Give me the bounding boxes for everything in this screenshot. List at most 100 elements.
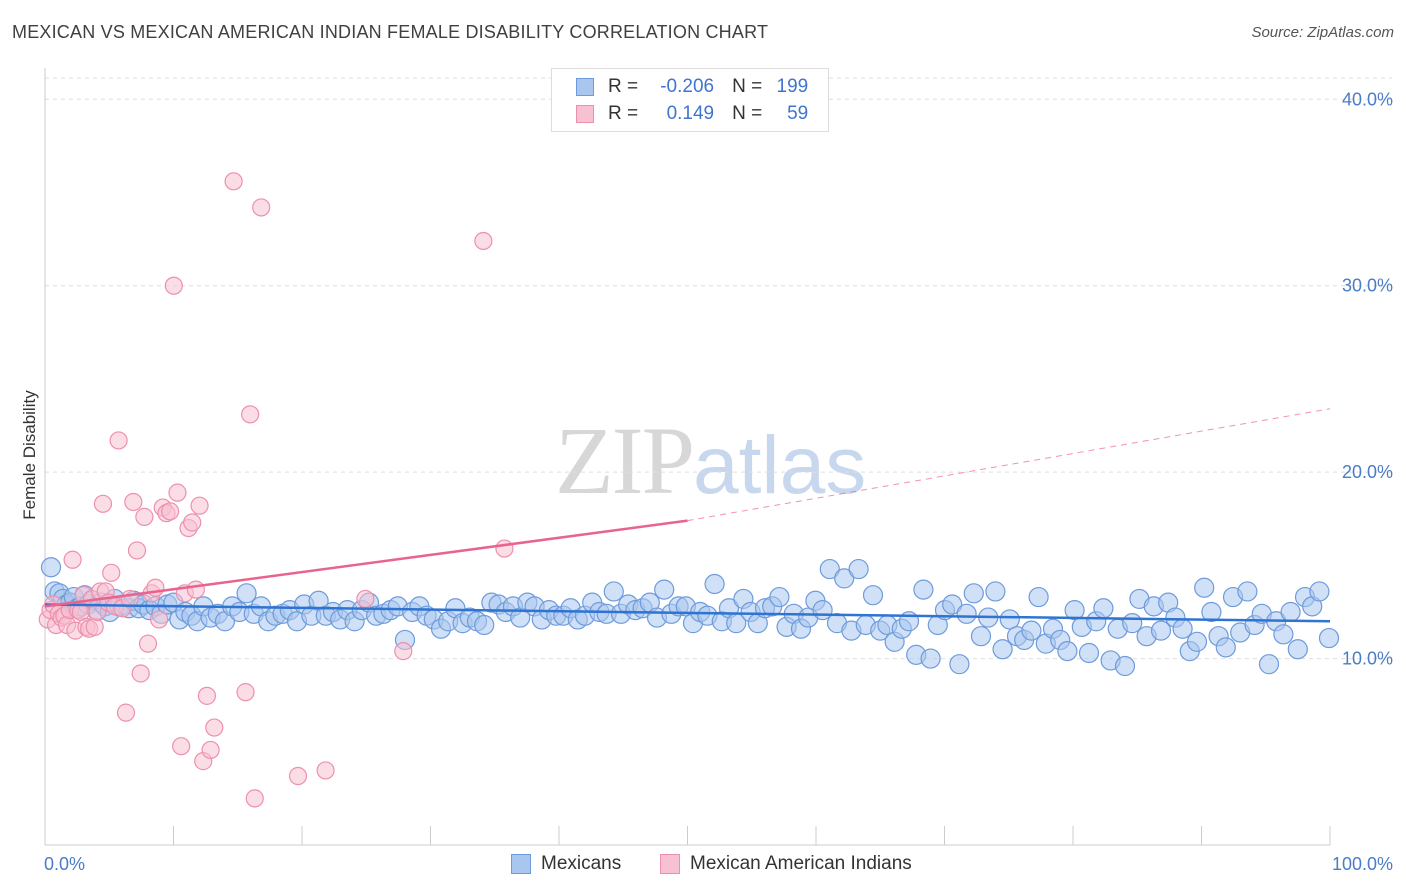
series-mexicans xyxy=(40,557,1340,677)
point-mexican-american-indians xyxy=(245,789,264,808)
point-mexican-american-indians xyxy=(205,718,224,737)
point-mexicans xyxy=(1186,631,1208,652)
bottom-legend-swatch-mexicans xyxy=(511,854,531,874)
point-mexicans xyxy=(1318,627,1340,649)
point-mexican-american-indians xyxy=(197,686,217,705)
point-mexicans xyxy=(1021,620,1042,641)
point-mexican-american-indians xyxy=(356,589,375,609)
point-mexicans xyxy=(1093,598,1114,619)
point-mexican-american-indians xyxy=(135,507,154,526)
bottom-legend-mexicans: Mexicans xyxy=(511,851,621,877)
point-mexicans xyxy=(654,579,675,600)
point-mexican-american-indians xyxy=(109,431,128,450)
point-mexican-american-indians xyxy=(495,539,514,558)
legend-r-label: R = xyxy=(608,76,639,97)
point-mexican-american-indians xyxy=(252,198,271,217)
x-tick-label-end: 100.0% xyxy=(1332,854,1393,874)
point-mexicans xyxy=(956,603,977,624)
legend-swatch-mexicans xyxy=(576,78,594,96)
point-mexicans xyxy=(1258,654,1280,675)
point-mexicans xyxy=(769,586,790,608)
point-mexican-american-indians xyxy=(394,642,413,661)
point-mexicans xyxy=(1215,637,1236,658)
y-tick-label: 10.0% xyxy=(1342,649,1393,669)
trend-line-mexicans xyxy=(44,603,1331,623)
point-mexicans xyxy=(992,639,1013,660)
y-tick-label: 40.0% xyxy=(1342,89,1393,109)
legend-n-label: N = xyxy=(732,103,763,124)
point-mexicans xyxy=(1064,599,1085,621)
point-mexican-american-indians xyxy=(236,683,255,702)
legend-r-value: -0.206 xyxy=(660,76,715,97)
point-mexicans xyxy=(1201,601,1222,623)
axes xyxy=(44,68,1331,846)
point-mexicans xyxy=(1078,642,1100,664)
series-mexican-american-indians xyxy=(38,172,514,808)
point-mexicans xyxy=(1287,639,1308,660)
point-mexican-american-indians xyxy=(85,617,104,636)
point-mexican-american-indians xyxy=(161,502,180,521)
point-mexicans xyxy=(834,568,855,589)
y-tick-label: 20.0% xyxy=(1342,462,1393,482)
point-mexican-american-indians xyxy=(63,550,82,569)
point-mexicans xyxy=(1194,577,1215,598)
point-mexicans xyxy=(819,558,840,580)
trend-lines xyxy=(44,408,1331,623)
point-mexicans xyxy=(999,609,1020,630)
point-mexicans xyxy=(704,573,725,595)
legend-row-mexicans: R = -0.206 N = 199 xyxy=(576,74,808,100)
point-mexicans xyxy=(963,583,984,604)
watermark-atlas: atlas xyxy=(693,420,867,511)
trend-extension-mexican-american-indians xyxy=(687,408,1331,522)
legend-n-value: 199 xyxy=(776,76,809,97)
point-mexicans xyxy=(862,585,884,606)
point-mexican-american-indians xyxy=(138,634,158,653)
source-credit: Source: ZipAtlas.com xyxy=(1251,24,1394,41)
point-mexican-american-indians xyxy=(183,513,202,532)
point-mexican-american-indians xyxy=(288,766,308,786)
point-mexicans xyxy=(920,648,941,669)
point-mexican-american-indians xyxy=(124,492,143,512)
point-mexicans xyxy=(1150,620,1172,641)
tick-labels: 10.0% 20.0% 30.0% 40.0% 0.0% 100.0% xyxy=(44,89,1393,874)
legend-n-label: N = xyxy=(732,76,763,97)
point-mexican-american-indians xyxy=(172,737,191,756)
point-mexican-american-indians xyxy=(186,580,205,599)
bottom-legend-label: Mexican American Indians xyxy=(690,853,912,874)
point-mexicans xyxy=(1237,581,1258,602)
point-mexicans xyxy=(942,594,963,615)
point-mexicans xyxy=(913,579,934,600)
legend-r-label: R = xyxy=(608,103,639,124)
legend-swatch-mexican-american-indians xyxy=(576,105,594,123)
bottom-legend-mexican-american-indians: Mexican American Indians xyxy=(660,851,912,877)
x-tick-label-start: 0.0% xyxy=(44,854,85,874)
point-mexican-american-indians xyxy=(168,483,187,502)
point-mexicans xyxy=(985,581,1006,602)
point-mexican-american-indians xyxy=(224,172,243,191)
point-mexicans xyxy=(1057,641,1078,662)
point-mexican-american-indians xyxy=(164,276,183,295)
legend-n-value: 59 xyxy=(787,103,809,124)
point-mexican-american-indians xyxy=(474,231,493,251)
point-mexican-american-indians xyxy=(316,761,335,780)
legend-r-value: 0.149 xyxy=(666,103,715,124)
point-mexican-american-indians xyxy=(241,405,260,424)
point-mexican-american-indians xyxy=(116,703,136,722)
point-mexican-american-indians xyxy=(102,563,121,582)
point-mexican-american-indians xyxy=(127,541,147,560)
point-mexicans xyxy=(40,557,62,578)
bottom-legend-swatch-mexican-american-indians xyxy=(660,854,680,874)
correlation-legend: R = -0.206 N = 199 R = 0.149 N = 59 xyxy=(551,68,829,132)
point-mexicans xyxy=(970,626,992,647)
point-mexicans xyxy=(1280,601,1301,623)
point-mexicans xyxy=(474,614,495,636)
trend-line-mexican-american-indians xyxy=(44,519,688,608)
point-mexicans xyxy=(1309,581,1330,602)
y-tick-label: 30.0% xyxy=(1342,276,1393,296)
point-mexicans xyxy=(1114,655,1136,677)
point-mexican-american-indians xyxy=(149,610,169,629)
point-mexicans xyxy=(949,654,970,675)
point-mexican-american-indians xyxy=(131,664,150,683)
bottom-legend-label: Mexicans xyxy=(541,853,622,874)
